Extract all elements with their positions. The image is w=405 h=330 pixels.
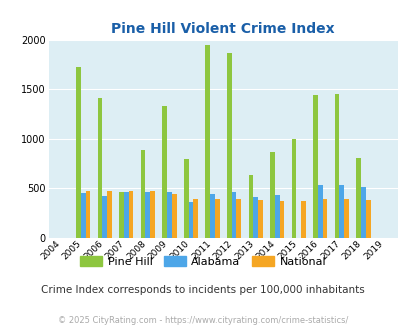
Bar	[274, 195, 279, 238]
Bar	[269, 152, 274, 238]
Bar	[141, 150, 145, 238]
Bar	[291, 139, 296, 238]
Bar	[214, 199, 219, 238]
Bar	[81, 193, 85, 238]
Bar	[76, 67, 81, 238]
Bar	[365, 200, 370, 238]
Bar	[339, 185, 343, 238]
Bar	[322, 199, 326, 238]
Bar	[360, 187, 365, 238]
Bar	[193, 199, 198, 238]
Bar	[257, 200, 262, 238]
Bar	[85, 191, 90, 238]
Bar	[205, 45, 210, 238]
Bar	[356, 158, 360, 238]
Bar	[98, 98, 102, 238]
Bar	[162, 106, 166, 238]
Bar	[102, 196, 107, 238]
Bar	[343, 199, 348, 238]
Bar	[236, 199, 241, 238]
Text: Crime Index corresponds to incidents per 100,000 inhabitants: Crime Index corresponds to incidents per…	[41, 285, 364, 295]
Bar	[145, 192, 150, 238]
Bar	[334, 94, 339, 238]
Text: © 2025 CityRating.com - https://www.cityrating.com/crime-statistics/: © 2025 CityRating.com - https://www.city…	[58, 315, 347, 325]
Bar	[301, 201, 305, 238]
Bar	[226, 53, 231, 238]
Bar	[124, 192, 128, 238]
Bar	[317, 185, 322, 238]
Bar	[188, 202, 193, 238]
Bar	[253, 197, 257, 238]
Bar	[171, 194, 176, 238]
Bar	[107, 191, 112, 238]
Bar	[183, 159, 188, 238]
Bar	[166, 192, 171, 238]
Bar	[210, 194, 214, 238]
Legend: Pine Hill, Alabama, National: Pine Hill, Alabama, National	[75, 251, 330, 271]
Bar	[119, 192, 124, 238]
Bar	[128, 191, 133, 238]
Bar	[312, 95, 317, 238]
Bar	[279, 201, 283, 238]
Bar	[231, 192, 236, 238]
Title: Pine Hill Violent Crime Index: Pine Hill Violent Crime Index	[111, 22, 334, 36]
Bar	[248, 175, 253, 238]
Bar	[150, 191, 155, 238]
